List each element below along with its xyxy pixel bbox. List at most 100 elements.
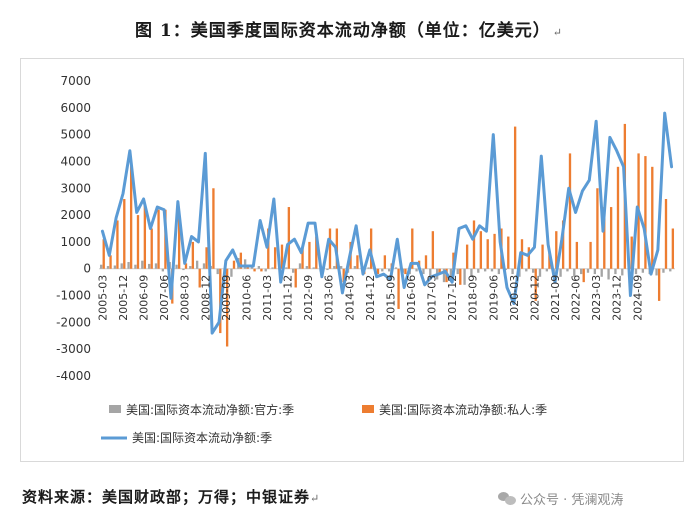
official-bar	[607, 268, 610, 280]
official-bar	[614, 268, 617, 275]
private-bar	[102, 239, 105, 269]
official-bar	[216, 268, 219, 275]
private-bar	[486, 239, 489, 269]
x-tick-label: 2011-12	[282, 275, 295, 321]
official-bar	[463, 268, 466, 285]
official-bar	[189, 266, 192, 269]
private-bar	[267, 228, 270, 269]
x-tick-label: 2017-12	[446, 275, 459, 321]
y-tick-label: -3000	[56, 342, 91, 356]
private-bar	[568, 153, 572, 269]
y-tick-label: 4000	[60, 154, 91, 168]
legend-swatch	[109, 405, 121, 413]
private-bar	[644, 156, 647, 269]
official-bar	[655, 268, 658, 276]
x-tick-label: 2005-12	[117, 275, 130, 321]
x-axis: 2005-03 2005-12 2006-09 2007-06 2008-03 2008-…	[96, 275, 644, 321]
private-bar	[575, 241, 579, 269]
private-bar	[116, 220, 119, 269]
edit-mark: ↵	[552, 26, 563, 39]
official-bar	[182, 268, 185, 271]
official-bar	[456, 268, 459, 275]
private-bar	[191, 241, 195, 269]
x-tick-label: 2018-09	[467, 275, 480, 321]
private-bar	[596, 188, 599, 269]
private-bar	[177, 215, 181, 269]
private-bar	[548, 252, 551, 269]
official-bar	[141, 260, 144, 269]
official-bar	[429, 268, 432, 277]
x-tick-label: 2017-03	[426, 275, 439, 321]
official-bar	[195, 260, 199, 269]
x-tick-label: 2012-09	[302, 275, 315, 321]
official-bar	[511, 268, 514, 275]
official-bar	[449, 268, 453, 277]
official-bar	[387, 268, 391, 272]
official-bar	[593, 268, 597, 275]
chart-title: 图 1：美国季度国际资本流动净额（单位：亿美元） ↵	[0, 16, 698, 41]
x-tick-label: 2008-12	[199, 275, 212, 321]
official-bar	[531, 268, 535, 273]
official-bar	[600, 268, 603, 277]
legend-label: 美国:国际资本流动净额:私人:季	[379, 403, 547, 417]
x-tick-label: 2005-03	[96, 275, 109, 321]
private-bar	[541, 244, 544, 269]
private-bar	[404, 268, 407, 275]
private-bar	[493, 233, 496, 269]
private-bar	[184, 263, 188, 269]
private-bar	[438, 268, 441, 275]
x-tick-label: 2021-09	[549, 275, 562, 321]
total-line	[100, 111, 674, 335]
official-bar	[621, 268, 624, 276]
private-bar	[589, 241, 592, 269]
private-bar	[280, 244, 284, 269]
private-bar	[369, 228, 373, 269]
private-bar	[582, 268, 585, 283]
private-bar	[136, 215, 140, 269]
private-bar	[603, 207, 606, 269]
official-bar	[381, 268, 384, 272]
official-bar	[497, 268, 501, 275]
official-bar	[422, 268, 425, 275]
private-bar	[273, 247, 277, 269]
private-bar	[555, 231, 558, 269]
x-tick-label: 2020-12	[528, 275, 541, 321]
private-bar	[239, 252, 243, 269]
total-line-path	[100, 111, 674, 335]
x-tick-label: 2023-12	[611, 275, 624, 321]
y-tick-label: 1000	[60, 235, 91, 249]
private-bar	[472, 220, 476, 269]
official-bar	[298, 263, 302, 269]
official-bar	[470, 268, 473, 277]
y-tick-label: 3000	[60, 181, 91, 195]
legend-label: 美国:国际资本流动净额:季	[132, 431, 272, 445]
x-tick-label: 2015-09	[384, 275, 397, 321]
official-bar	[106, 266, 110, 269]
official-bar	[634, 268, 638, 275]
x-tick-label: 2014-12	[364, 275, 377, 321]
private-bar	[513, 126, 517, 269]
private-bar	[129, 161, 133, 269]
x-tick-label: 2023-03	[590, 275, 603, 321]
private-bar	[109, 255, 112, 269]
official-bar	[312, 267, 315, 269]
y-tick-label: 6000	[60, 101, 91, 115]
private-bar	[225, 268, 229, 347]
watermark: 公众号 · 凭澜观涛	[498, 489, 623, 508]
x-tick-label: 2008-03	[179, 275, 192, 321]
official-bar	[134, 264, 137, 269]
private-bar	[507, 236, 510, 269]
private-bar	[232, 260, 236, 269]
x-tick-label: 2006-09	[138, 275, 151, 321]
official-bar	[490, 268, 494, 272]
private-bar	[616, 166, 620, 269]
y-tick-label: -2000	[56, 315, 91, 329]
official-bar	[415, 268, 418, 272]
private-bar	[561, 220, 565, 269]
y-tick-label: 5000	[60, 128, 91, 142]
private-bar	[342, 268, 345, 283]
x-tick-label: 2016-06	[405, 275, 418, 321]
private-bar	[424, 255, 428, 269]
y-tick-label: 0	[83, 262, 91, 276]
private-bar	[534, 268, 537, 301]
